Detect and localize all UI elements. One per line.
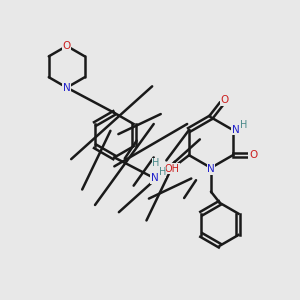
Text: H: H	[152, 158, 160, 168]
Text: N: N	[63, 82, 71, 93]
Text: N: N	[232, 125, 240, 135]
Text: N: N	[151, 173, 158, 183]
Text: OH: OH	[165, 164, 180, 174]
Text: O: O	[249, 150, 257, 160]
Text: O: O	[221, 95, 229, 105]
Text: O: O	[63, 41, 71, 51]
Text: N: N	[207, 164, 215, 174]
Text: H: H	[159, 167, 166, 177]
Text: H: H	[240, 121, 248, 130]
